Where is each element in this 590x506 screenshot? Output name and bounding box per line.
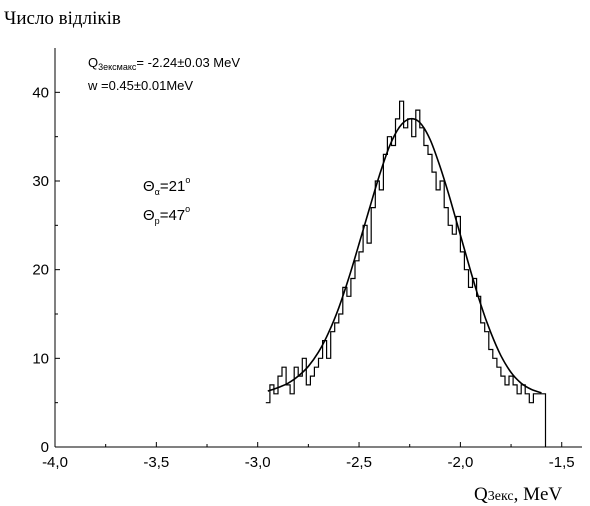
svg-text:Θp=47o: Θp=47o <box>143 204 190 226</box>
theta-p-value: =47 <box>160 207 185 224</box>
x-ticks: -4,0 -3,5 -3,0 -2,5 -2,0 -1,5 <box>42 442 575 471</box>
histogram-series <box>265 100 547 447</box>
width-annotation: w =0.45±0.01MeV <box>87 78 193 93</box>
y-tick-label: 20 <box>32 262 49 279</box>
x-label-main: Q <box>474 484 488 505</box>
x-tick-label: -3,0 <box>245 454 271 471</box>
x-tick-label: -1,5 <box>549 454 575 471</box>
x-label-unit: , MeV <box>514 484 563 505</box>
y-tick-label: 0 <box>41 439 49 456</box>
theta-p-sub: p <box>155 216 160 226</box>
q-sub: 3ексмакс <box>98 62 137 72</box>
y-tick-label: 10 <box>32 350 49 367</box>
theta-alpha-sub: α <box>155 187 160 197</box>
y-ticks: 0 10 20 30 40 <box>32 84 60 456</box>
x-label-sub: 3екс <box>488 489 514 504</box>
q-main: Q <box>88 55 98 70</box>
fit-curve <box>267 117 542 394</box>
theta-alpha-main: Θ <box>143 178 155 195</box>
y-axis-label: Число відліків <box>4 8 121 29</box>
theta-p-deg: o <box>185 204 190 214</box>
svg-text:Q3ексмакс= -2.24±0.03 MeV: Q3ексмакс= -2.24±0.03 MeV <box>88 55 240 72</box>
svg-text:Θα=21o: Θα=21o <box>143 175 190 197</box>
theta-p-main: Θ <box>143 207 155 224</box>
x-tick-label: -4,0 <box>42 454 68 471</box>
theta-alpha-value: =21 <box>160 178 185 195</box>
y-tick-label: 40 <box>32 84 49 101</box>
theta-alpha-annotation: Θα=21o <box>143 175 190 197</box>
x-axis-label: Q3екс, MeV <box>474 484 562 505</box>
y-tick-label: 30 <box>32 173 49 190</box>
q-max-annotation: Q3ексмакс= -2.24±0.03 MeV <box>88 55 240 72</box>
theta-p-annotation: Θp=47o <box>143 204 190 226</box>
x-tick-label: -3,5 <box>143 454 169 471</box>
x-tick-label: -2,0 <box>447 454 473 471</box>
q-value: = -2.24±0.03 MeV <box>136 55 240 70</box>
theta-alpha-deg: o <box>185 175 190 185</box>
x-tick-label: -2,5 <box>346 454 372 471</box>
